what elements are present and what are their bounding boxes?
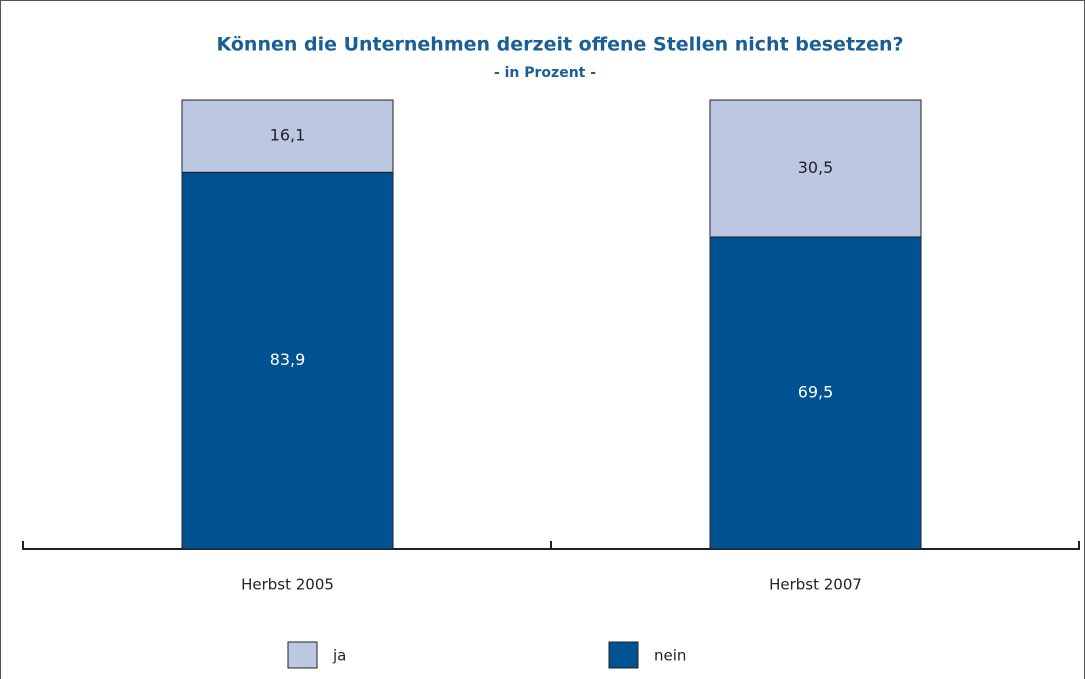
data-label: 83,9 [270, 350, 306, 369]
bar-segment [181, 171, 394, 550]
legend-label: ja [332, 647, 346, 665]
bar-segment [181, 99, 394, 173]
legend-label: nein [654, 647, 686, 665]
x-tick-label: Herbst 2005 [241, 576, 334, 594]
data-label: 69,5 [798, 382, 834, 401]
legend-swatch [287, 641, 318, 669]
bar-segment [709, 236, 922, 550]
chart-title: Können die Unternehmen derzeit offene St… [216, 34, 903, 56]
data-label: 30,5 [798, 158, 834, 177]
bar-segment [709, 99, 922, 238]
x-tick-label: Herbst 2007 [769, 576, 862, 594]
data-label: 16,1 [270, 126, 306, 145]
legend-swatch [608, 641, 639, 669]
chart-subtitle: - in Prozent - [494, 65, 596, 81]
